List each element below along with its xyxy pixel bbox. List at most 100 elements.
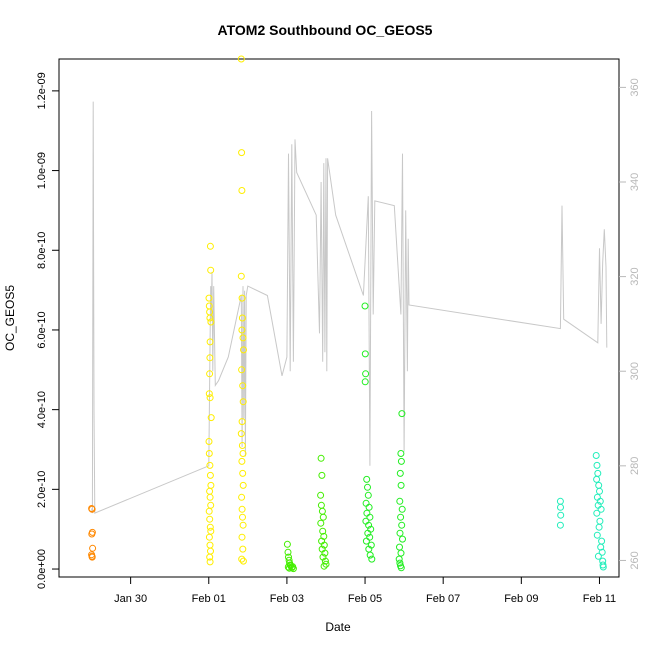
data-point <box>593 461 601 469</box>
x-axis-label: Date <box>325 620 351 634</box>
point-group-2 <box>205 55 247 566</box>
x-tick-label: Jan 30 <box>114 593 147 605</box>
data-point <box>207 481 215 489</box>
data-point <box>88 530 96 538</box>
data-point <box>238 493 246 501</box>
data-point <box>396 559 404 567</box>
data-point <box>366 551 374 559</box>
data-point <box>366 513 374 521</box>
data-point <box>362 537 370 545</box>
data-point <box>593 475 601 483</box>
data-point <box>368 555 376 563</box>
data-point <box>239 557 247 565</box>
data-point <box>207 501 215 509</box>
data-point <box>206 558 214 566</box>
data-point <box>317 454 325 462</box>
data-point <box>207 266 215 274</box>
data-point <box>397 457 405 465</box>
data-point <box>238 533 246 541</box>
data-point <box>596 517 604 525</box>
data-point <box>237 272 245 280</box>
y2-tick-label: 340 <box>629 173 641 191</box>
data-point <box>319 513 327 521</box>
data-point <box>284 548 292 556</box>
data-point <box>396 543 403 551</box>
y-tick-label: 1.0e-09 <box>36 152 48 189</box>
data-point <box>318 471 326 479</box>
data-point <box>206 471 214 479</box>
data-point <box>238 442 246 449</box>
y2-tick-label: 360 <box>629 78 641 96</box>
data-point <box>317 519 325 527</box>
chart-title: ATOM2 Southbound OC_GEOS5 <box>218 22 433 38</box>
x-tick-label: Feb 09 <box>504 593 538 605</box>
data-point <box>595 523 603 531</box>
data-point <box>397 450 405 457</box>
plot-frame <box>58 58 620 578</box>
data-point <box>238 149 246 157</box>
data-point <box>206 487 214 495</box>
data-point <box>239 545 247 553</box>
data-point <box>205 450 213 457</box>
data-point <box>594 552 602 560</box>
data-point <box>205 438 213 445</box>
data-point <box>397 564 405 572</box>
data-point <box>398 505 406 513</box>
data-point <box>593 509 601 517</box>
data-point <box>598 537 606 545</box>
data-point <box>283 540 291 548</box>
data-point <box>206 541 214 549</box>
x-tick-label: Feb 01 <box>192 593 226 605</box>
data-point <box>318 507 326 515</box>
data-point <box>206 338 214 346</box>
data-point <box>207 547 214 555</box>
data-point <box>206 461 214 469</box>
data-point <box>398 521 406 529</box>
data-point <box>237 55 245 63</box>
data-point <box>237 430 245 438</box>
data-point <box>320 541 328 549</box>
data-point <box>556 521 564 529</box>
data-point <box>557 503 564 511</box>
data-point <box>205 507 213 515</box>
data-point <box>362 370 370 378</box>
data-point <box>88 553 96 561</box>
data-point <box>363 509 371 517</box>
data-point <box>365 503 373 511</box>
y-tick-label: 8.0e-10 <box>36 232 48 269</box>
data-point <box>396 469 404 477</box>
x-tick-label: Feb 03 <box>270 593 304 605</box>
data-point <box>206 314 214 322</box>
data-point <box>88 505 96 513</box>
y2-tick-label: 260 <box>629 551 641 569</box>
data-point <box>206 523 214 531</box>
data-point <box>239 469 247 477</box>
data-point <box>206 394 214 402</box>
data-point <box>206 553 214 561</box>
data-point <box>397 513 405 521</box>
data-point <box>317 491 325 499</box>
y-tick-label: 4.0e-10 <box>36 391 48 428</box>
data-point <box>596 497 604 505</box>
y2-tick-label: 300 <box>629 362 641 380</box>
data-point <box>593 531 601 539</box>
data-point <box>207 318 215 326</box>
data-point <box>207 414 215 422</box>
data-point <box>320 562 328 570</box>
data-point <box>321 557 329 565</box>
data-point <box>239 513 246 521</box>
y-axis-label: OC_GEOS5 <box>3 285 17 351</box>
data-point <box>397 481 405 489</box>
y-tick-label: 1.2e-09 <box>36 72 48 109</box>
x-tick-label: Feb 11 <box>583 593 616 605</box>
data-point <box>239 481 247 489</box>
data-point <box>238 457 246 465</box>
data-point <box>238 294 246 302</box>
data-point <box>556 497 564 505</box>
data-point <box>239 450 247 457</box>
y-axis: 0.0e+00 2.0e-10 4.0e-10 6.0e-10 8.0e-10 1.0e-… <box>36 72 59 589</box>
data-point <box>396 529 404 537</box>
secondary-line-series <box>91 101 608 514</box>
data-point <box>207 527 215 535</box>
